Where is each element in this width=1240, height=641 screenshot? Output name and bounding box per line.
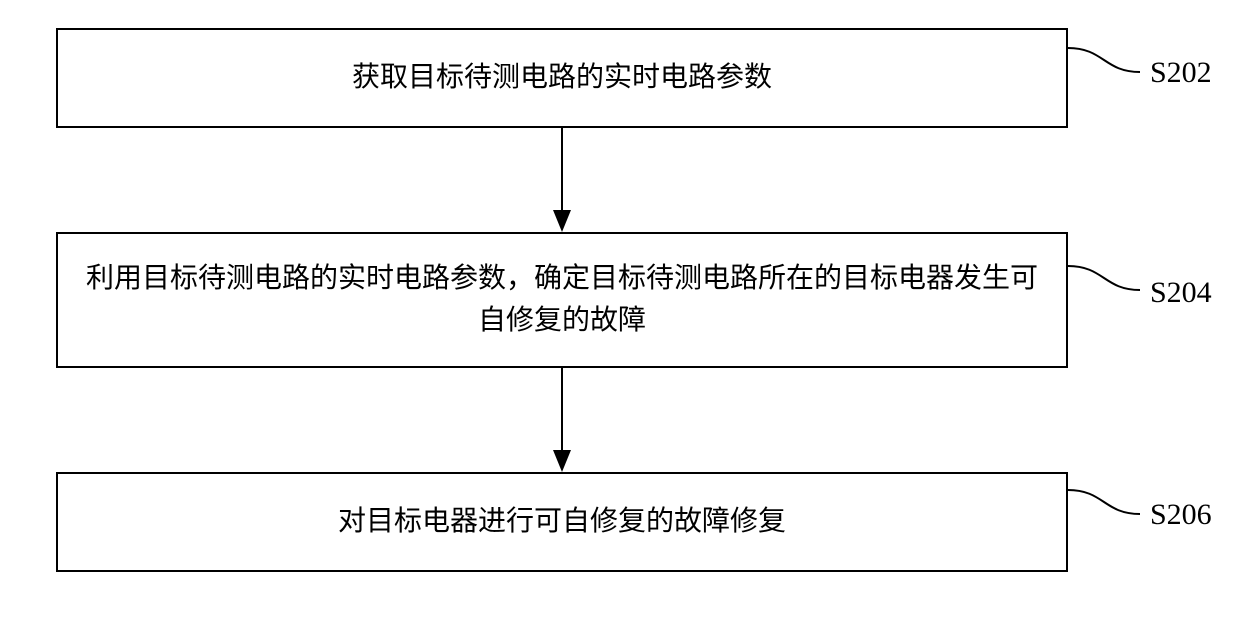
node-text: 对目标电器进行可自修复的故障修复 [338,501,786,543]
label-text: S202 [1150,56,1212,89]
label-text: S204 [1150,276,1212,309]
node-text: 获取目标待测电路的实时电路参数 [352,57,772,99]
flowchart-node: 获取目标待测电路的实时电路参数 [56,28,1068,128]
flowchart-node: 利用目标待测电路的实时电路参数，确定目标待测电路所在的目标电器发生可自修复的故障 [56,232,1068,368]
node-label: S202 [1150,56,1212,90]
flowchart-node: 对目标电器进行可自修复的故障修复 [56,472,1068,572]
flowchart-edge [540,368,584,472]
flowchart-edge [540,128,584,232]
node-bracket [1068,44,1148,84]
node-bracket [1068,486,1148,526]
label-text: S206 [1150,498,1212,531]
flowchart-canvas: 获取目标待测电路的实时电路参数 S202 利用目标待测电路的实时电路参数，确定目… [0,0,1240,641]
node-bracket [1068,262,1148,302]
node-label: S206 [1150,498,1212,532]
node-label: S204 [1150,276,1212,310]
node-text: 利用目标待测电路的实时电路参数，确定目标待测电路所在的目标电器发生可自修复的故障 [78,258,1046,342]
